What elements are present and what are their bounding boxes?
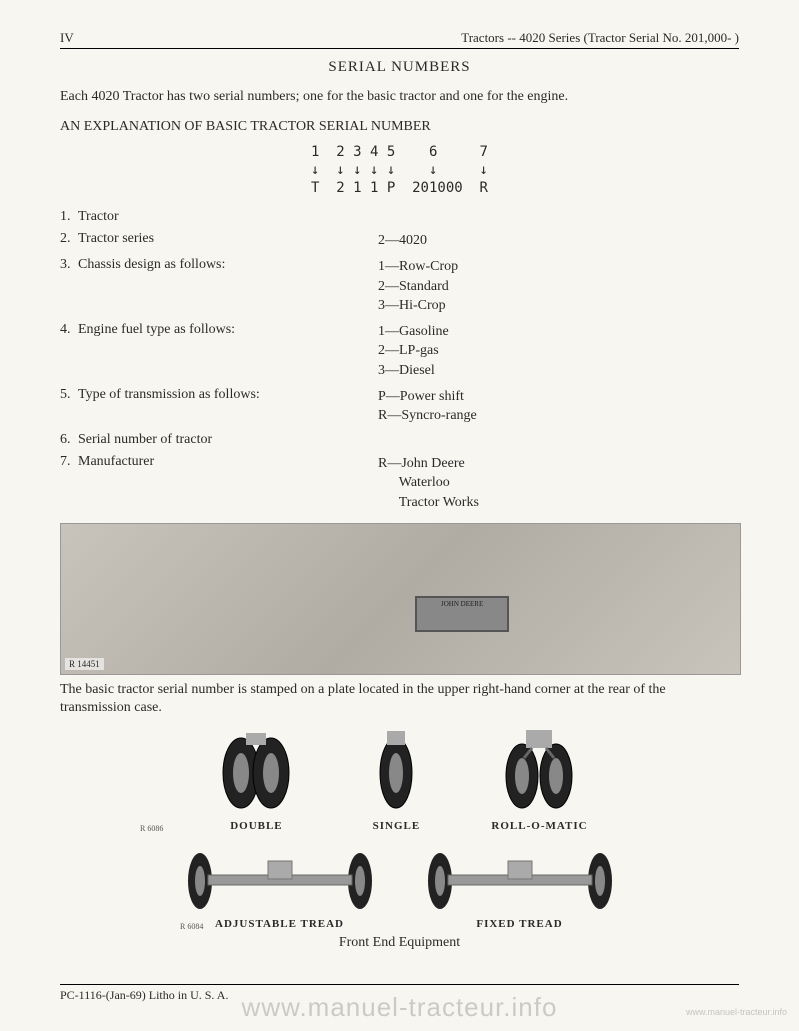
item-number: 4. <box>60 322 78 381</box>
item-values <box>378 209 739 225</box>
item-values <box>378 432 739 448</box>
list-item: 3.Chassis design as follows:1—Row-Crop2—… <box>60 257 739 316</box>
explanation-list: 1.Tractor2.Tractor series2—40203.Chassis… <box>60 209 739 512</box>
item-label: Chassis design as follows: <box>78 257 378 316</box>
item-values: 2—4020 <box>378 231 739 251</box>
photo-caption: The basic tractor serial number is stamp… <box>60 681 739 719</box>
document-page: IV Tractors -- 4020 Series (Tractor Seri… <box>0 0 799 1031</box>
wheel-label: DOUBLE <box>211 820 301 832</box>
wheel-item: SINGLE <box>351 728 441 832</box>
header-title: Tractors -- 4020 Series (Tractor Serial … <box>461 30 739 46</box>
item-label: Manufacturer <box>78 454 378 513</box>
wheel-label: SINGLE <box>351 820 441 832</box>
axle-item: FIXED TREAD <box>420 841 620 930</box>
footer-text: PC-1116-(Jan-69) Litho in U. S. A. <box>60 988 228 1002</box>
header-row: IV Tractors -- 4020 Series (Tractor Seri… <box>60 30 739 49</box>
item-number: 3. <box>60 257 78 316</box>
list-item: 1.Tractor <box>60 209 739 225</box>
serial-diagram: 1 2 3 4 5 6 7 ↓ ↓ ↓ ↓ ↓ ↓ ↓ T 2 1 1 P 20… <box>60 143 739 198</box>
tractor-photo: JOHN DEERE R 14451 <box>60 523 741 675</box>
axle-label: ADJUSTABLE TREAD <box>180 918 380 930</box>
wheel-row: DOUBLE SINGLE ROLL-O-MATIC <box>60 728 739 832</box>
serial-plate: JOHN DEERE <box>415 596 509 632</box>
item-number: 2. <box>60 231 78 251</box>
item-values: 1—Gasoline2—LP-gas3—Diesel <box>378 322 739 381</box>
item-values: R—John Deere Waterloo Tractor Works <box>378 454 739 513</box>
wheel-item: ROLL-O-MATIC <box>491 728 587 832</box>
list-item: 6.Serial number of tractor <box>60 432 739 448</box>
item-number: 1. <box>60 209 78 225</box>
axle-label: FIXED TREAD <box>420 918 620 930</box>
section-title: Front End Equipment <box>60 935 739 951</box>
wheel-label: ROLL-O-MATIC <box>491 820 587 832</box>
item-label: Engine fuel type as follows: <box>78 322 378 381</box>
item-values: 1—Row-Crop2—Standard3—Hi-Crop <box>378 257 739 316</box>
item-label: Tractor <box>78 209 378 225</box>
list-item: 5.Type of transmission as follows:P—Powe… <box>60 387 739 426</box>
wheel-item: DOUBLE <box>211 728 301 832</box>
item-label: Serial number of tractor <box>78 432 378 448</box>
item-number: 6. <box>60 432 78 448</box>
list-item: 4.Engine fuel type as follows:1—Gasoline… <box>60 322 739 381</box>
page-number: IV <box>60 30 74 46</box>
axle-item: ADJUSTABLE TREAD <box>180 841 380 930</box>
item-values: P—Power shiftR—Syncro-range <box>378 387 739 426</box>
photo-ref: R 14451 <box>65 658 104 670</box>
footer: PC-1116-(Jan-69) Litho in U. S. A. <box>60 984 739 1003</box>
watermark-small: www.manuel-tracteur.info <box>686 1007 787 1017</box>
list-item: 2.Tractor series2—4020 <box>60 231 739 251</box>
item-label: Tractor series <box>78 231 378 251</box>
item-label: Type of transmission as follows: <box>78 387 378 426</box>
intro-text: Each 4020 Tractor has two serial numbers… <box>60 88 739 107</box>
explain-title: AN EXPLANATION OF BASIC TRACTOR SERIAL N… <box>60 119 739 135</box>
item-number: 5. <box>60 387 78 426</box>
axle-row: ADJUSTABLE TREAD FIXED TREAD <box>60 841 739 930</box>
item-number: 7. <box>60 454 78 513</box>
page-title: SERIAL NUMBERS <box>60 59 739 76</box>
list-item: 7.ManufacturerR—John Deere Waterloo Trac… <box>60 454 739 513</box>
